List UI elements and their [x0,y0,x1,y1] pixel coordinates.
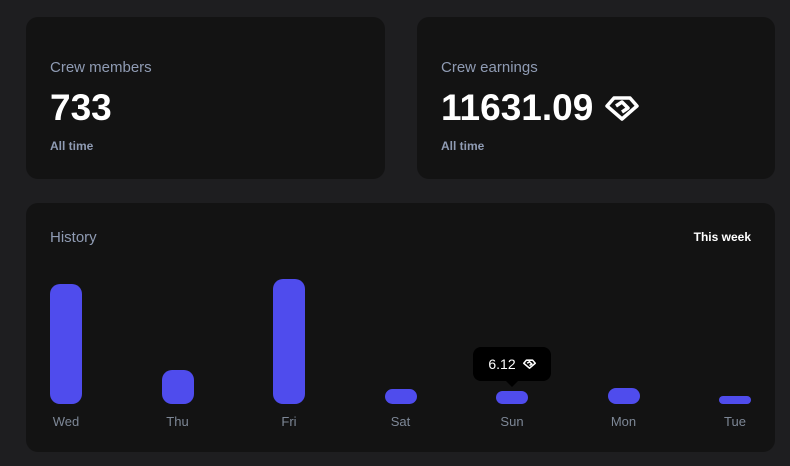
bar-sun[interactable] [496,390,528,404]
history-title: History [50,229,97,246]
crew-earnings-label: Crew earnings [441,59,538,76]
crew-earnings-value: 11631.09 [441,87,640,129]
crew-earnings-number: 11631.09 [441,87,594,128]
history-card: History This week 6.12 Wed Thu Fri Sat Sun Mo… [26,203,775,452]
x-tick-label: Tue [724,414,746,429]
x-tick-label: Fri [281,414,297,429]
x-tick-label: Sat [390,414,411,429]
x-tick-label: Mon [610,414,637,429]
range-selector[interactable]: This week [693,230,751,244]
bar-tue[interactable] [719,395,751,404]
bar-tooltip: 6.12 [473,347,551,387]
bar-sat[interactable] [384,389,417,404]
x-tick-label: Thu [166,414,189,429]
crew-earnings-period: All time [441,139,485,153]
diamond-token-icon [605,96,640,121]
bar-wed[interactable] [50,283,82,404]
bar-mon[interactable] [607,388,640,404]
crew-earnings-card: Crew earnings 11631.09 All time [417,17,775,179]
crew-members-value: 733 [50,87,112,129]
x-tick-label: Wed [52,414,80,429]
crew-members-number: 733 [50,87,112,128]
x-tick-label: Sun [500,414,524,429]
crew-members-period: All time [50,139,94,153]
bar-thu[interactable] [161,369,194,404]
bar-fri[interactable] [273,279,305,404]
tooltip-value: 6.12 [488,356,516,372]
crew-members-label: Crew members [50,59,152,76]
diamond-token-icon [522,359,536,369]
crew-members-card: Crew members 733 All time [26,17,385,179]
